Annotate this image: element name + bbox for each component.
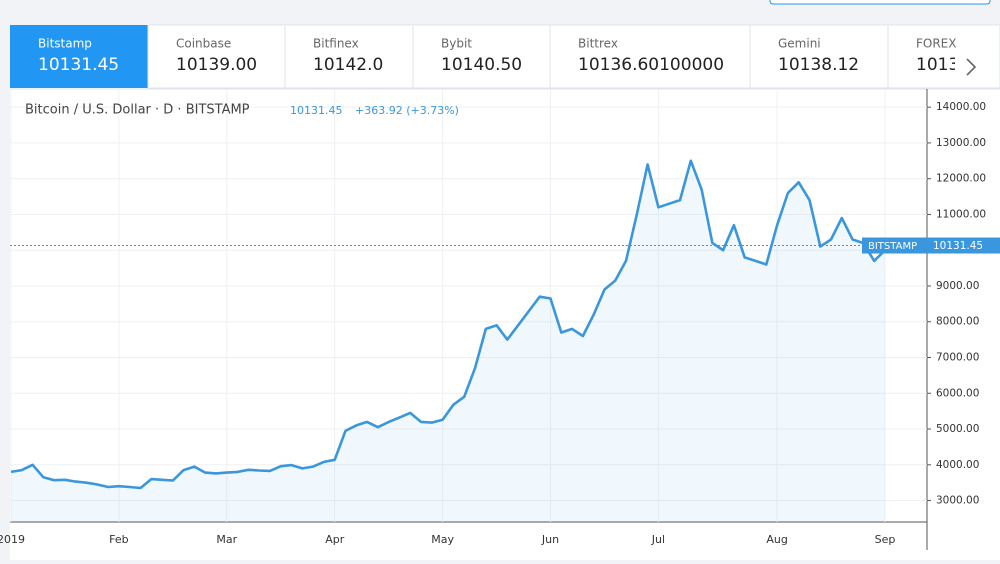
tab[interactable] [412, 24, 551, 89]
tab[interactable] [549, 24, 751, 89]
tab-price: 10131.45 [38, 55, 119, 75]
tab-name: Bitstamp [38, 37, 92, 51]
x-tick-label: Apr [325, 533, 345, 546]
line [10, 159, 886, 490]
y-tick-label: 6000.00 [936, 387, 979, 399]
y-tick-label: 11000.00 [936, 208, 986, 220]
x-tick-label: Jul [651, 533, 665, 546]
change: +363.92 (+3.73%) [355, 104, 459, 117]
tab-price: 10140.50 [441, 55, 522, 75]
x-tick-label: Sep [875, 533, 896, 546]
y-tick-label: 8000.00 [936, 316, 979, 328]
x-tick-label: Aug [766, 533, 787, 546]
x-tick-label: 2019 [0, 533, 25, 546]
tab[interactable] [10, 25, 148, 88]
price-line-value: 10131.45 [933, 240, 983, 252]
x-tick-label: Feb [109, 533, 128, 546]
tab-name: Bybit [441, 37, 472, 51]
y-tick-label: 13000.00 [936, 137, 986, 149]
x-tick-label: Mar [216, 533, 237, 546]
tab-price: 10138.12 [778, 55, 859, 75]
y-tick-label: 7000.00 [936, 351, 979, 363]
tab-price: 10142.0 [313, 55, 383, 75]
next-arrow-bg[interactable] [955, 52, 990, 82]
y-tick-label: 9000.00 [936, 280, 979, 292]
tab-price: 10136.60100000 [578, 55, 724, 75]
chart-title: Bitcoin / U.S. Dollar · D · BITSTAMP [25, 103, 250, 118]
y-tick-label: 12000.00 [936, 173, 986, 185]
tab-price: 10139.00 [176, 55, 257, 75]
quote: 10131.45 [290, 104, 343, 117]
tab-name: FOREX [916, 37, 957, 51]
x-tick-label: May [431, 533, 454, 546]
tab-price: 1013 [916, 55, 959, 75]
tab-name: Coinbase [176, 37, 231, 51]
price-label-bg [862, 237, 1000, 254]
tab[interactable] [284, 24, 414, 89]
top-button[interactable] [769, 0, 991, 5]
tab[interactable] [749, 24, 889, 89]
tab-name: Gemini [778, 37, 821, 51]
y-tick-label: 14000.00 [936, 101, 986, 113]
price-line-label: BITSTAMP [868, 241, 917, 252]
x-tick-label: Jun [541, 533, 559, 546]
panel [10, 25, 1000, 560]
area [11, 160, 885, 522]
y-tick-label: 5000.00 [936, 423, 979, 435]
tab-name: Bitfinex [313, 37, 359, 51]
y-tick-label: 3000.00 [936, 495, 979, 507]
next-arrow[interactable] [966, 58, 977, 76]
tab-name: Bittrex [578, 37, 618, 51]
y-tick-label: 4000.00 [936, 459, 979, 471]
